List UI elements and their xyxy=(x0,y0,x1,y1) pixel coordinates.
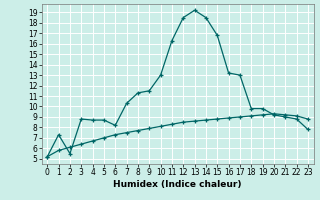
X-axis label: Humidex (Indice chaleur): Humidex (Indice chaleur) xyxy=(113,180,242,189)
